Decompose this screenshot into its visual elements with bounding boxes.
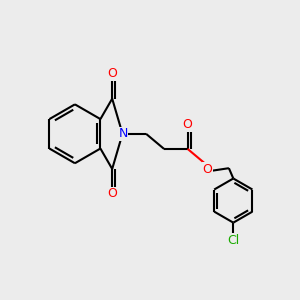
Text: O: O xyxy=(107,67,117,80)
Text: Cl: Cl xyxy=(227,233,239,247)
Text: N: N xyxy=(118,127,128,140)
Text: O: O xyxy=(183,118,193,131)
Text: O: O xyxy=(107,188,117,200)
Text: O: O xyxy=(202,163,212,176)
